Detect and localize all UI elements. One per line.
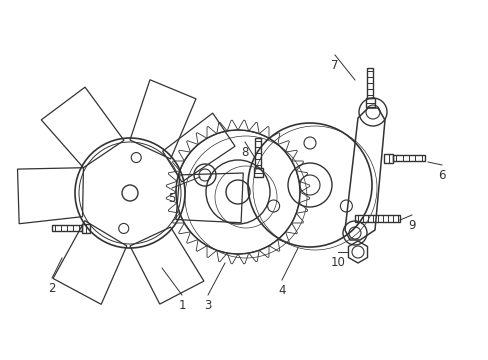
Text: 1: 1 <box>178 299 185 312</box>
Text: 9: 9 <box>407 219 415 232</box>
Text: 3: 3 <box>204 299 211 312</box>
Text: 6: 6 <box>437 169 445 182</box>
Text: 10: 10 <box>330 256 345 269</box>
Text: 5: 5 <box>168 192 175 205</box>
Text: 8: 8 <box>241 146 248 159</box>
Text: 7: 7 <box>330 59 338 72</box>
Text: 2: 2 <box>48 282 56 295</box>
Text: 4: 4 <box>278 284 285 297</box>
